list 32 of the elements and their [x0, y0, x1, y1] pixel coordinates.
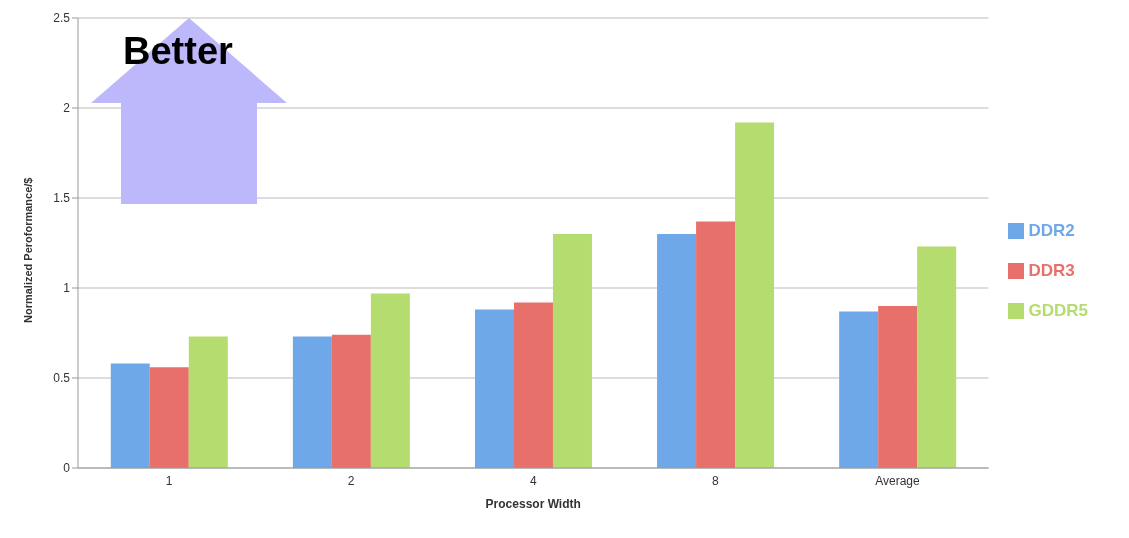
y-tick-label: 0.5	[53, 371, 71, 386]
x-tick-label: 2	[347, 473, 355, 488]
bar	[878, 306, 918, 468]
bar	[696, 221, 736, 468]
y-tick-label: 1	[63, 281, 71, 296]
bar	[331, 334, 371, 468]
bar	[513, 302, 553, 468]
bar	[370, 293, 410, 468]
x-tick-label: 1	[165, 473, 173, 488]
bar	[292, 336, 332, 468]
y-tick-label: 1.5	[53, 191, 71, 206]
bar	[149, 367, 189, 468]
y-axis-title: Normalized Peroformance/$	[21, 177, 34, 323]
legend-label: GDDR5	[1028, 300, 1088, 320]
x-axis-title: Processor Width	[485, 497, 581, 511]
bar	[552, 234, 592, 468]
bar	[735, 122, 775, 468]
bar	[657, 234, 697, 468]
legend-label: DDR3	[1028, 260, 1075, 280]
annotation: Better	[123, 30, 233, 73]
bar	[474, 309, 514, 468]
x-tick-label: Average	[875, 473, 920, 488]
x-tick-label: 8	[712, 473, 719, 488]
bar	[110, 363, 150, 468]
y-tick-label: 2	[63, 101, 71, 116]
x-tick-label: 4	[529, 473, 537, 488]
bar	[188, 336, 228, 468]
y-tick-label: 0	[63, 461, 71, 476]
bar	[839, 311, 879, 468]
legend-label: DDR2	[1028, 220, 1075, 240]
bar	[917, 246, 957, 468]
y-tick-label: 2.5	[53, 11, 71, 26]
